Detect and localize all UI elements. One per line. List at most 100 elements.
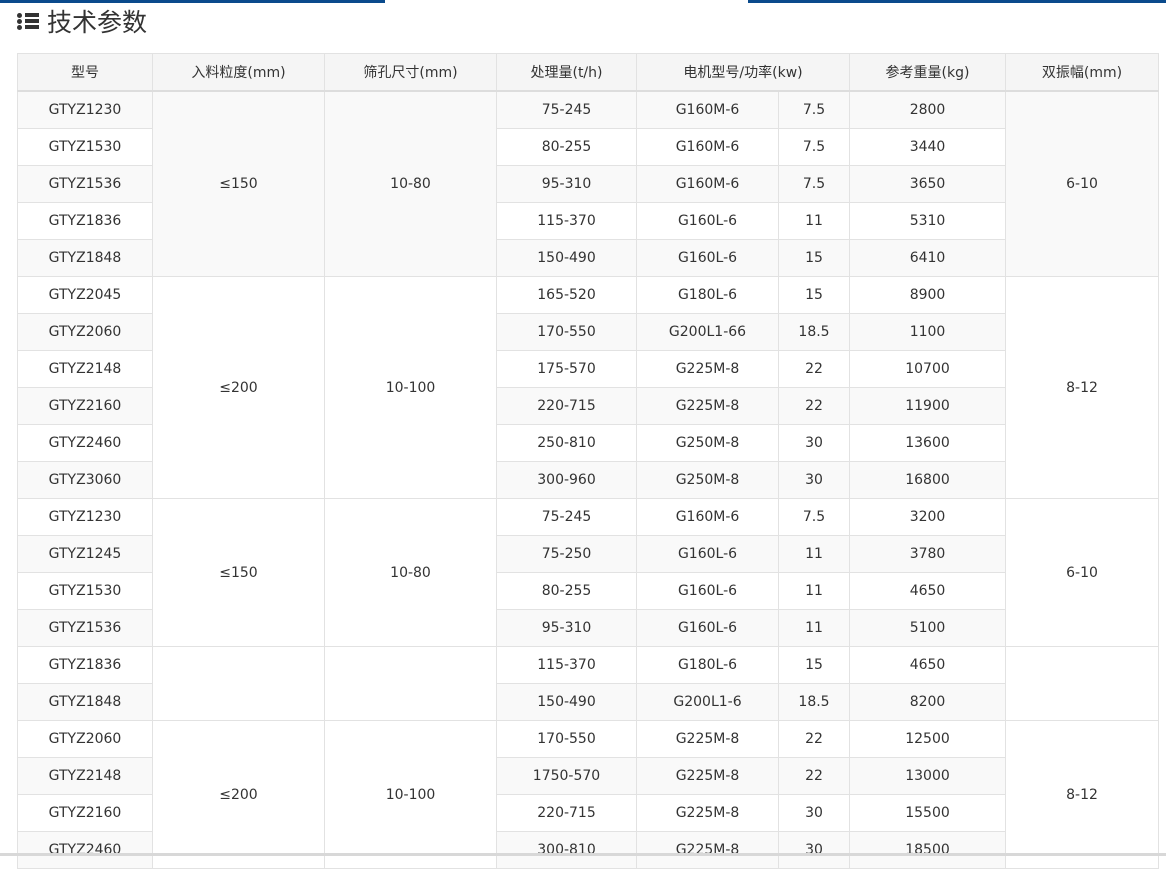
- cell-motor-power: 11: [777, 572, 851, 610]
- cell-weight: 6410: [849, 239, 1007, 277]
- cell-model: GTYZ1530: [17, 128, 153, 166]
- cell-motor-model: G225M-8: [636, 757, 779, 795]
- cell-model: GTYZ2148: [17, 757, 153, 795]
- cell-motor-model: G225M-8: [636, 387, 779, 425]
- table-row: GTYZ2045 ≤200 10-100 165-520 G180L-6 15 8900 8-…: [17, 276, 1160, 499]
- cell-motor-power: 7.5: [777, 165, 851, 203]
- cell-weight: 4650: [849, 572, 1007, 610]
- cell-capacity: 300-810: [496, 831, 637, 869]
- cell-motor-power: 30: [777, 831, 851, 869]
- table-row: GTYZ1836 115-370 G160L-6 11 5310: [17, 202, 1159, 240]
- cell-weight: 5100: [849, 609, 1007, 647]
- table-row: GTYZ1230 ≤150 10-80 75-245 G160M-6 7.5 3200 6-1…: [17, 498, 1160, 647]
- cell-motor-model: G180L-6: [636, 276, 779, 314]
- cell-motor-model: G225M-8: [636, 720, 779, 758]
- cell-motor-model: G250M-8: [636, 461, 779, 499]
- cell-model: GTYZ2060: [17, 313, 153, 351]
- cell-model: GTYZ1230: [17, 498, 153, 536]
- list-icon: [17, 12, 39, 30]
- header-weight: 参考重量(kg): [849, 53, 1007, 92]
- cell-capacity: 1750-570: [496, 757, 637, 795]
- cell-capacity: 170-550: [496, 720, 637, 758]
- cell-capacity: 80-255: [496, 128, 637, 166]
- cell-capacity: 175-570: [496, 350, 637, 388]
- header-amplitude: 双振幅(mm): [1005, 53, 1160, 92]
- cell-model: GTYZ2148: [17, 350, 153, 388]
- cell-motor-power: 30: [777, 461, 851, 499]
- cell-weight: 5310: [849, 202, 1007, 240]
- cell-mesh-size: 10-80: [324, 90, 497, 277]
- cell-mesh-size: [324, 646, 497, 721]
- cell-motor-model: G180L-6: [636, 646, 779, 684]
- cell-model: GTYZ1848: [17, 683, 153, 721]
- cell-model: GTYZ2460: [17, 424, 153, 462]
- cell-capacity: 150-490: [496, 239, 637, 277]
- table-row: GTYZ1536 95-310 G160M-6 7.5 3650: [17, 165, 1159, 203]
- cell-model: GTYZ2045: [17, 276, 153, 314]
- cell-model: GTYZ2060: [17, 720, 153, 758]
- cell-model: GTYZ2160: [17, 794, 153, 832]
- section-title-text: 技术参数: [47, 8, 148, 37]
- cell-capacity: 115-370: [496, 646, 637, 684]
- cell-weight: 10700: [849, 350, 1007, 388]
- cell-motor-model: G160M-6: [636, 498, 779, 536]
- cell-model: GTYZ2160: [17, 387, 153, 425]
- cell-motor-power: 7.5: [777, 90, 851, 129]
- table-header-row: 型号 入料粒度(mm) 筛孔尺寸(mm) 处理量(t/h) 电机型号/功率(kw…: [17, 53, 1160, 92]
- cell-motor-model: G250M-8: [636, 424, 779, 462]
- cell-model: GTYZ1230: [17, 90, 153, 129]
- table-row: GTYZ2460 250-810 G250M-8 30 13600: [17, 424, 1159, 462]
- cell-capacity: 95-310: [496, 165, 637, 203]
- header-model: 型号: [17, 53, 153, 92]
- cell-mesh-size: 10-80: [324, 498, 497, 647]
- cell-motor-power: 15: [777, 646, 851, 684]
- cell-motor-model: G225M-8: [636, 831, 779, 869]
- cell-weight: 13600: [849, 424, 1007, 462]
- cell-mesh-size: 10-100: [324, 720, 497, 869]
- cell-motor-power: 22: [777, 350, 851, 388]
- cell-model: GTYZ1530: [17, 572, 153, 610]
- cell-amplitude: 6-10: [1005, 90, 1160, 277]
- cell-weight: 3780: [849, 535, 1007, 573]
- cell-motor-power: 30: [777, 424, 851, 462]
- cell-weight: 11900: [849, 387, 1007, 425]
- header-motor: 电机型号/功率(kw): [635, 53, 851, 92]
- cell-feed-size: ≤200: [152, 276, 325, 499]
- table-row: GTYZ1848 150-490 G200L1-6 18.5 8200: [17, 683, 1159, 721]
- cell-feed-size: ≤150: [152, 90, 325, 277]
- table-row: GTYZ2148 1750-570 G225M-8 22 13000: [17, 757, 1159, 795]
- cell-motor-model: G200L1-66: [636, 313, 779, 351]
- header-feed-size: 入料粒度(mm): [152, 53, 325, 92]
- cell-amplitude: [1005, 646, 1160, 721]
- section-title: 技术参数: [17, 4, 147, 38]
- cell-amplitude: 8-12: [1005, 276, 1160, 499]
- cell-motor-power: 30: [777, 794, 851, 832]
- cell-motor-power: 7.5: [777, 498, 851, 536]
- cell-capacity: 220-715: [496, 387, 637, 425]
- viewport-bottom-border: [0, 853, 1166, 856]
- cell-capacity: 80-255: [496, 572, 637, 610]
- cell-motor-power: 7.5: [777, 128, 851, 166]
- cell-motor-model: G160M-6: [636, 165, 779, 203]
- cell-weight: 2800: [849, 90, 1007, 129]
- cell-weight: 16800: [849, 461, 1007, 499]
- cell-model: GTYZ1536: [17, 165, 153, 203]
- cell-model: GTYZ1836: [17, 646, 153, 684]
- cell-motor-power: 11: [777, 609, 851, 647]
- cell-motor-power: 11: [777, 202, 851, 240]
- cell-capacity: 250-810: [496, 424, 637, 462]
- cell-weight: 12500: [849, 720, 1007, 758]
- header-mesh-size: 筛孔尺寸(mm): [324, 53, 497, 92]
- cell-weight: 13000: [849, 757, 1007, 795]
- table-row: GTYZ1836 115-370 G180L-6 15 4650: [17, 646, 1160, 721]
- cell-capacity: 220-715: [496, 794, 637, 832]
- cell-model: GTYZ2460: [17, 831, 153, 869]
- cell-model: GTYZ1536: [17, 609, 153, 647]
- cell-weight: 8200: [849, 683, 1007, 721]
- top-accent-bar-right: [748, 0, 1166, 3]
- cell-motor-model: G225M-8: [636, 794, 779, 832]
- cell-capacity: 300-960: [496, 461, 637, 499]
- table-row: GTYZ2160 220-715 G225M-8 30 15500: [17, 794, 1159, 832]
- cell-model: GTYZ1848: [17, 239, 153, 277]
- cell-motor-model: G160L-6: [636, 609, 779, 647]
